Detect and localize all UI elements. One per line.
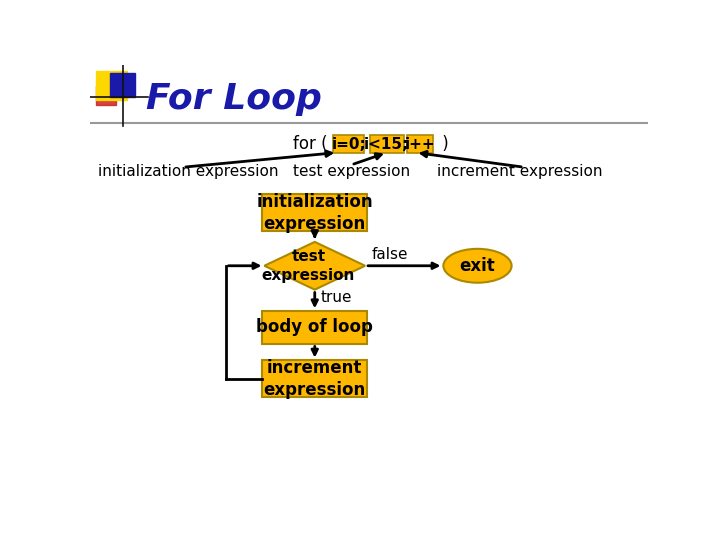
Bar	[96, 71, 127, 100]
Text: i<15;: i<15;	[364, 137, 410, 152]
Text: initialization
expression: initialization expression	[256, 193, 373, 233]
Text: increment
expression: increment expression	[264, 359, 366, 399]
Bar	[110, 72, 135, 97]
Text: For Loop: For Loop	[145, 82, 322, 116]
Text: false: false	[372, 247, 408, 262]
FancyBboxPatch shape	[262, 361, 367, 397]
Text: ): )	[437, 135, 449, 153]
Text: i=0;: i=0;	[331, 137, 366, 152]
FancyBboxPatch shape	[370, 135, 404, 153]
Text: body of loop: body of loop	[256, 319, 373, 336]
FancyBboxPatch shape	[262, 311, 367, 343]
Bar	[96, 86, 117, 105]
Text: initialization expression: initialization expression	[98, 164, 278, 179]
Text: true: true	[321, 290, 353, 305]
FancyBboxPatch shape	[262, 194, 367, 231]
Text: i++: i++	[405, 137, 436, 152]
Text: increment expression: increment expression	[437, 164, 603, 179]
FancyBboxPatch shape	[333, 135, 364, 153]
Text: exit: exit	[459, 256, 495, 275]
Text: test
expression: test expression	[262, 249, 355, 282]
Text: for (: for (	[293, 135, 333, 153]
Text: test expression: test expression	[292, 164, 410, 179]
Polygon shape	[264, 242, 365, 289]
Ellipse shape	[444, 249, 512, 283]
FancyBboxPatch shape	[407, 135, 433, 153]
